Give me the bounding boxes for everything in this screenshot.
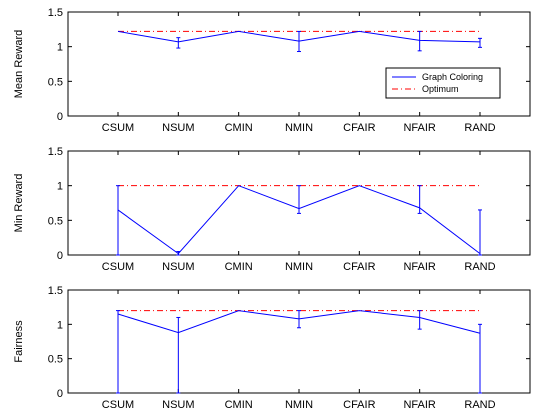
x-tick-label: NMIN: [285, 399, 313, 411]
y-tick-label: 1.5: [48, 285, 63, 297]
x-tick-label: NSUM: [162, 261, 194, 273]
x-tick-label: NMIN: [285, 122, 313, 134]
y-tick-label: 0: [57, 250, 63, 262]
y-tick-label: 0: [57, 111, 63, 123]
x-tick-label: NFAIR: [403, 261, 435, 273]
x-tick-label: CSUM: [102, 261, 134, 273]
y-axis-label: Min Reward: [13, 174, 25, 233]
x-tick-label: CMIN: [225, 399, 253, 411]
axes-frame: [67, 11, 531, 117]
x-tick-label: NFAIR: [403, 399, 435, 411]
x-tick-label: CMIN: [225, 261, 253, 273]
legend-box: [385, 67, 501, 99]
x-tick-label: NSUM: [162, 399, 194, 411]
x-tick-label: RAND: [464, 122, 495, 134]
chart-panel-3: 0 0.5 1 1.5 CSUM NSUM CMIN NMIN CFAIR NFAIR RAND Fa…: [13, 285, 531, 411]
y-tick-label: 0.5: [48, 354, 63, 366]
x-tick-label: RAND: [464, 261, 495, 273]
y-tick-label: 1.5: [48, 146, 63, 158]
x-tick-label: CMIN: [225, 122, 253, 134]
y-tick-label: 0: [57, 388, 63, 400]
x-tick-label: RAND: [464, 399, 495, 411]
legend-label: Graph Coloring: [422, 72, 483, 82]
x-tick-label: NMIN: [285, 261, 313, 273]
axes-frame: [67, 289, 531, 394]
legend: Graph Coloring Optimum: [385, 67, 501, 99]
x-tick-label: CSUM: [102, 399, 134, 411]
chart-panel-1: 0 0.5 1 1.5 CSUM NSUM CMIN NMIN CFAIR NFAIR RAND Me…: [13, 7, 531, 134]
y-axis-label: Mean Reward: [13, 30, 25, 98]
x-tick-label: CSUM: [102, 122, 134, 134]
y-tick-label: 1.5: [48, 7, 63, 19]
y-axis-label: Fairness: [13, 320, 25, 363]
x-tick-label: CFAIR: [343, 261, 375, 273]
x-tick-label: NFAIR: [403, 122, 435, 134]
x-tick-label: CFAIR: [343, 122, 375, 134]
y-tick-label: 0.5: [48, 76, 63, 88]
y-tick-label: 1: [57, 319, 63, 331]
y-tick-label: 1: [57, 42, 63, 54]
x-tick-label: NSUM: [162, 122, 194, 134]
y-tick-label: 0.5: [48, 215, 63, 227]
x-tick-label: CFAIR: [343, 399, 375, 411]
legend-label: Optimum: [422, 84, 459, 94]
y-tick-label: 1: [57, 181, 63, 193]
chart-panel-2: 0 0.5 1 1.5 CSUM NSUM CMIN NMIN CFAIR NFAIR RAND Mi…: [13, 146, 531, 273]
